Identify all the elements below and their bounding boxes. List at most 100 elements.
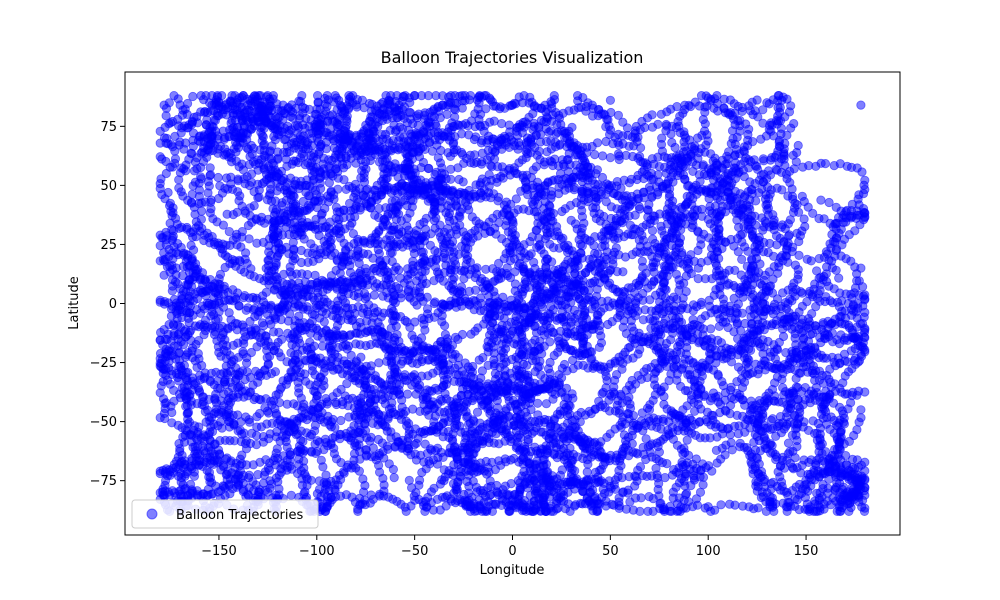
scatter-point	[453, 334, 463, 344]
scatter-point	[664, 254, 674, 264]
scatter-point	[265, 476, 275, 486]
scatter-point	[163, 298, 173, 308]
scatter-point	[778, 498, 788, 508]
scatter-point	[697, 204, 707, 214]
scatter-point	[541, 262, 551, 272]
scatter-point	[670, 142, 680, 153]
scatter-point	[270, 367, 280, 377]
scatter-point	[155, 152, 165, 162]
scatter-point	[365, 155, 375, 166]
scatter-point	[183, 98, 193, 109]
scatter-point	[818, 353, 829, 363]
scatter-point	[170, 154, 181, 164]
scatter-point	[298, 456, 309, 466]
scatter-point	[188, 91, 198, 102]
scatter-point	[215, 279, 225, 290]
scatter-point	[783, 438, 794, 448]
scatter-point	[649, 277, 659, 287]
scatter-point	[840, 389, 850, 399]
scatter-point	[523, 190, 533, 200]
scatter-point	[167, 286, 177, 296]
scatter-point	[385, 248, 396, 258]
scatter-point	[351, 463, 361, 473]
scatter-point	[821, 292, 831, 302]
scatter-point	[828, 222, 838, 232]
scatter-point	[374, 489, 385, 499]
scatter-point	[228, 340, 238, 350]
scatter-point	[842, 357, 853, 367]
scatter-point	[511, 194, 521, 204]
scatter-point	[795, 286, 806, 297]
scatter-point	[183, 408, 193, 418]
scatter-point	[296, 245, 306, 256]
scatter-point	[389, 472, 399, 483]
scatter-point	[733, 362, 744, 372]
scatter-point	[557, 206, 567, 217]
scatter-point	[173, 305, 183, 315]
scatter-point	[484, 434, 494, 444]
scatter-point	[860, 208, 870, 218]
scatter-point	[850, 353, 861, 363]
scatter-point	[417, 467, 427, 478]
scatter-point	[792, 228, 802, 238]
scatter-point	[454, 174, 464, 185]
scatter-point	[358, 191, 368, 201]
scatter-point	[374, 358, 384, 368]
scatter-point	[758, 154, 769, 164]
scatter-point	[825, 364, 835, 374]
scatter-point	[472, 407, 483, 417]
scatter-point	[860, 387, 870, 397]
scatter-point	[785, 446, 795, 457]
scatter-point	[542, 254, 552, 264]
scatter-point	[546, 193, 556, 203]
scatter-point	[177, 290, 187, 300]
scatter-point	[169, 91, 179, 101]
scatter-point	[542, 231, 552, 241]
scatter-point	[318, 462, 328, 472]
scatter-point	[652, 470, 662, 480]
scatter-point	[814, 254, 824, 264]
scatter-point	[592, 138, 603, 148]
scatter-point	[816, 195, 826, 205]
scatter-point	[253, 469, 263, 480]
scatter-point	[186, 400, 196, 410]
scatter-point	[647, 234, 658, 244]
scatter-point	[366, 452, 377, 462]
scatter-point	[444, 216, 455, 226]
scatter-point	[790, 501, 800, 511]
scatter-points	[155, 91, 870, 516]
scatter-point	[788, 464, 799, 474]
scatter-point	[329, 190, 339, 200]
scatter-point	[383, 267, 393, 277]
scatter-point	[705, 301, 715, 311]
scatter-point	[545, 201, 555, 211]
scatter-point	[442, 109, 452, 120]
scatter-point	[299, 489, 309, 499]
scatter-point	[603, 319, 613, 330]
scatter-point	[802, 254, 812, 264]
scatter-point	[166, 311, 176, 321]
scatter-point	[824, 197, 834, 208]
scatter-point	[286, 490, 296, 500]
scatter-point	[834, 338, 845, 349]
scatter-point	[852, 425, 862, 435]
scatter-point	[282, 121, 293, 131]
scatter-point	[693, 245, 703, 256]
scatter-point	[773, 102, 783, 113]
scatter-point	[799, 214, 809, 224]
scatter-point	[790, 260, 801, 270]
chart-title: Balloon Trajectories Visualization	[381, 48, 644, 67]
scatter-point	[444, 208, 455, 218]
scatter-point	[289, 244, 299, 254]
scatter-point	[856, 413, 866, 423]
scatter-point	[298, 120, 308, 130]
scatter-point	[821, 386, 831, 396]
scatter-point	[642, 205, 653, 215]
scatter-point	[618, 267, 628, 277]
scatter-point	[155, 295, 165, 305]
scatter-point	[287, 279, 297, 289]
scatter-point	[689, 406, 700, 416]
scatter-point	[552, 269, 563, 279]
scatter-point	[574, 294, 584, 304]
